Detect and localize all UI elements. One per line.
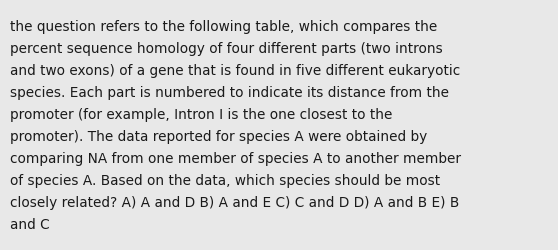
Text: species. Each part is numbered to indicate its distance from the: species. Each part is numbered to indica… (10, 86, 449, 100)
Text: closely related? A) A and D B) A and E C) C and D D) A and B E) B: closely related? A) A and D B) A and E C… (10, 195, 459, 209)
Text: and C: and C (10, 217, 50, 231)
Text: of species A. Based on the data, which species should be most: of species A. Based on the data, which s… (10, 173, 440, 187)
Text: the question refers to the following table, which compares the: the question refers to the following tab… (10, 20, 437, 34)
Text: percent sequence homology of four different parts (two introns: percent sequence homology of four differ… (10, 42, 442, 56)
Text: promoter). The data reported for species A were obtained by: promoter). The data reported for species… (10, 130, 427, 143)
Text: promoter (for example, Intron I is the one closest to the: promoter (for example, Intron I is the o… (10, 108, 392, 122)
Text: comparing NA from one member of species A to another member: comparing NA from one member of species … (10, 152, 461, 165)
Text: and two exons) of a gene that is found in five different eukaryotic: and two exons) of a gene that is found i… (10, 64, 460, 78)
